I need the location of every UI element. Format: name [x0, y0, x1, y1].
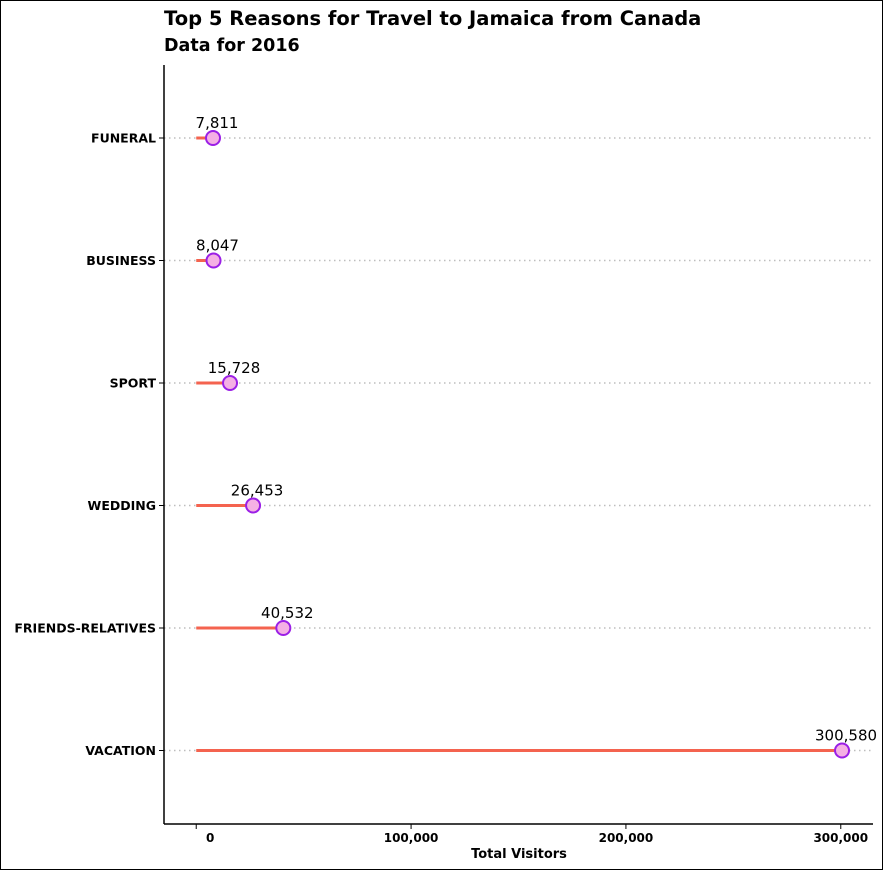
point-funeral [205, 130, 222, 146]
value-label-funeral: 7,811 [196, 114, 239, 132]
x-tick-label-1: 100,000 [384, 831, 439, 845]
value-label-wedding: 26,453 [231, 482, 284, 500]
value-label-layer: 7,811 FUNERAL 8,047 BUSINESS 15,728 SPORT 26,4… [14, 114, 877, 758]
x-tick-label-3: 300,000 [813, 831, 868, 845]
x-axis-title: Total Visitors [471, 847, 567, 862]
value-label-business: 8,047 [196, 237, 239, 255]
axis-layer: 0 100,000 200,000 300,000 [159, 65, 873, 845]
category-label-friends-relatives: FRIENDS-RELATIVES [14, 621, 156, 636]
point-layer [205, 130, 851, 759]
value-label-friends-relatives: 40,532 [261, 604, 314, 622]
category-label-sport: SPORT [110, 376, 157, 391]
x-tick-label-0: 0 [206, 831, 214, 845]
grid-layer [164, 137, 873, 752]
value-label-vacation: 300,580 [815, 727, 877, 745]
x-tick-label-2: 200,000 [599, 831, 654, 845]
point-vacation [834, 742, 851, 759]
category-label-funeral: FUNERAL [91, 131, 156, 146]
category-label-vacation: VACATION [85, 743, 156, 758]
category-label-business: BUSINESS [86, 253, 156, 268]
point-wedding [245, 497, 262, 514]
chart-subtitle: Data for 2016 [164, 36, 300, 56]
stem-layer [196, 136, 843, 752]
category-label-wedding: WEDDING [88, 498, 156, 513]
point-business [205, 252, 222, 269]
point-sport [222, 375, 239, 391]
chart-title: Top 5 Reasons for Travel to Jamaica from… [164, 7, 701, 30]
point-friends-relatives [275, 620, 292, 636]
value-label-sport: 15,728 [208, 359, 261, 377]
